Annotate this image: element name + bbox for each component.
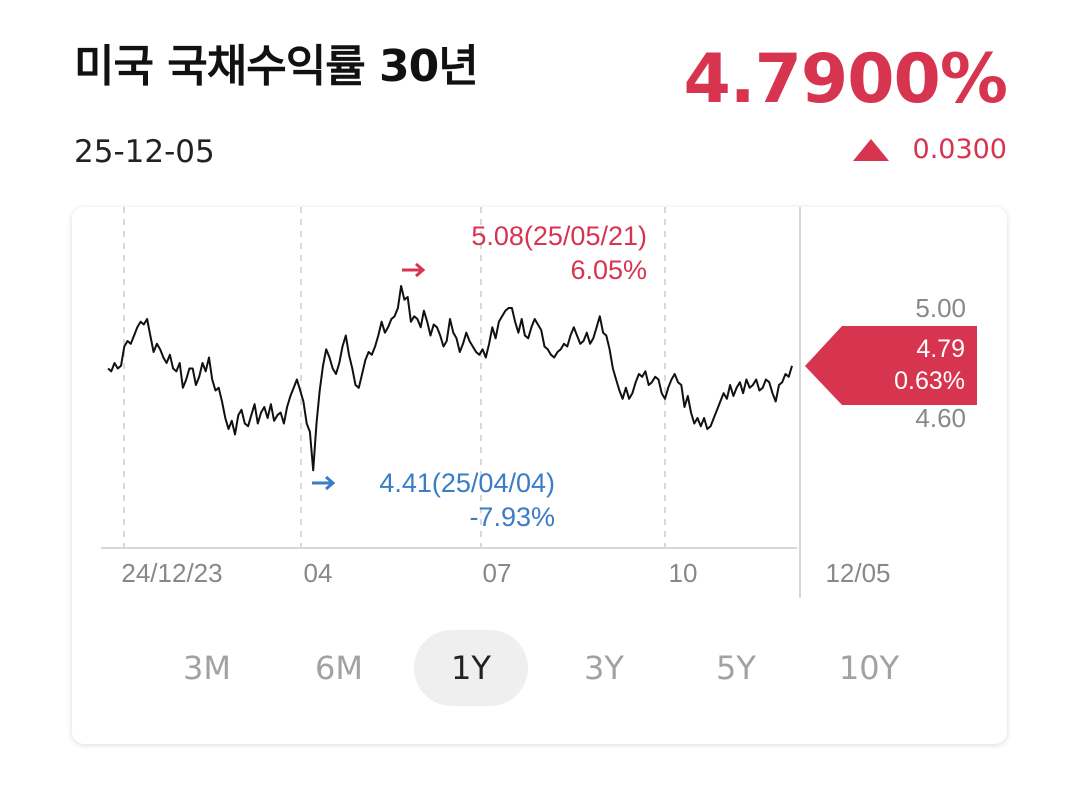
low-arrow-icon <box>312 475 336 491</box>
last-change-label: 0.63% <box>894 367 965 395</box>
tab-1y[interactable]: 1Y <box>414 630 528 706</box>
chart-grid <box>123 207 666 548</box>
tab-6m[interactable]: 6M <box>315 649 363 687</box>
tab-5y[interactable]: 5Y <box>716 649 756 687</box>
price-change-value: 0.0300 <box>912 134 1007 165</box>
high-annotation-label: 5.08(25/05/21) <box>471 221 647 251</box>
x-tick-label: 24/12/23 <box>121 558 222 588</box>
price-change: 0.0300 <box>852 134 1007 165</box>
tab-10y[interactable]: 10Y <box>838 649 900 687</box>
yield-line-chart[interactable]: 5.00 4.60 5.08(25/05/21) 6.05% 4.41(25/04… <box>0 0 1079 630</box>
low-annotation-label: 4.41(25/04/04) <box>379 468 555 498</box>
tab-3m[interactable]: 3M <box>183 649 231 687</box>
chart-card <box>72 207 1007 744</box>
y-tick-label: 5.00 <box>915 293 966 323</box>
page-title: 미국 국채수익률 30년 <box>74 41 479 92</box>
timeframe-tabs: 3M 6M 1Y 3Y 5Y 10Y <box>72 630 1007 706</box>
tab-3y[interactable]: 3Y <box>584 649 624 687</box>
x-end-label: 12/05 <box>825 558 890 588</box>
current-price: 4.7900% <box>683 40 1008 119</box>
x-tick-label: 04 <box>304 558 333 588</box>
high-annotation-pct: 6.05% <box>570 255 647 285</box>
high-arrow-icon <box>402 262 426 278</box>
x-ticks: 24/12/23 04 07 10 <box>121 558 697 588</box>
y-tick-label: 4.60 <box>915 403 966 433</box>
y-ticks: 5.00 4.60 <box>915 293 966 433</box>
series-line <box>107 285 793 472</box>
low-annotation-pct: -7.93% <box>469 502 555 532</box>
last-value-label: 4.79 <box>916 335 965 363</box>
last-value-tag <box>805 326 977 405</box>
x-tick-label: 07 <box>483 558 512 588</box>
quote-date: 25-12-05 <box>74 134 215 170</box>
up-triangle-icon <box>852 138 889 161</box>
x-tick-label: 10 <box>669 558 698 588</box>
